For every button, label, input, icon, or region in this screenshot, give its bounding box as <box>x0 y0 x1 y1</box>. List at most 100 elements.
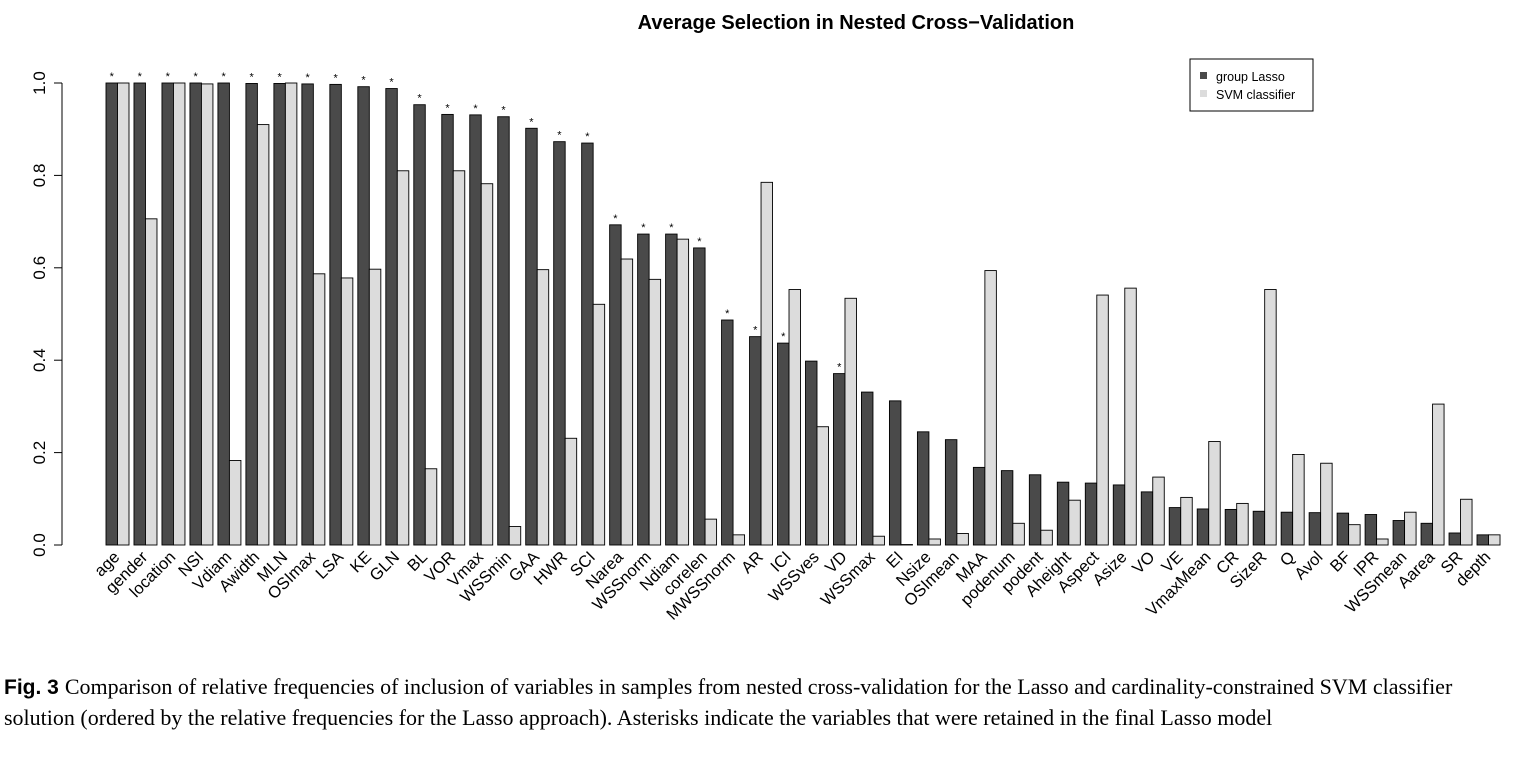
bar-group-lasso-nsi <box>189 82 202 546</box>
bar-group-lasso-aspect <box>1084 482 1098 546</box>
bar-svm-classifier-vmax <box>480 183 494 546</box>
bar-group-lasso-maa <box>972 466 986 546</box>
bar-svm-classifier-gender <box>145 218 158 546</box>
x-label-lsa: LSA <box>312 548 347 583</box>
bar-svm-classifier-gln <box>396 170 410 546</box>
bar-svm-classifier-vor <box>452 170 466 546</box>
bar-svm-classifier-avol <box>1320 462 1333 546</box>
bar-group-lasso-ipr <box>1364 514 1378 546</box>
asterisk-ke: * <box>361 75 366 87</box>
bar-group-lasso-mln <box>273 83 286 546</box>
bar-group-lasso-aarea <box>1420 522 1434 546</box>
asterisk-mwssnorm: * <box>725 308 730 320</box>
bar-svm-classifier-depth <box>1488 534 1501 546</box>
asterisk-lsa: * <box>333 72 338 84</box>
bar-svm-classifier-mln <box>284 82 298 546</box>
bar-svm-classifier-gaa <box>536 269 550 546</box>
bar-svm-classifier-location <box>173 82 186 546</box>
bar-group-lasso-bl <box>413 104 426 546</box>
bar-group-lasso-cr <box>1224 508 1238 546</box>
bar-group-lasso-gaa <box>525 127 538 546</box>
caption-label: Fig. 3 <box>4 676 59 699</box>
asterisk-narea: * <box>613 213 618 225</box>
bar-group-lasso-awidth <box>245 83 258 546</box>
bar-svm-classifier-nsize <box>928 538 941 546</box>
bar-group-lasso-corelen <box>693 247 706 546</box>
bar-svm-classifier-osimean <box>956 533 969 546</box>
bar-svm-classifier-vd <box>844 297 857 546</box>
bar-group-lasso-vo <box>1140 491 1154 546</box>
bar-group-lasso-sizer <box>1252 510 1266 546</box>
bar-group-lasso-bf <box>1336 512 1350 546</box>
bar-svm-classifier-podenum <box>1012 522 1025 546</box>
bar-svm-classifier-bl <box>424 468 438 546</box>
bar-svm-classifier-age <box>117 82 130 546</box>
bar-svm-classifier-ipr <box>1376 538 1389 546</box>
bar-svm-classifier-nsi <box>200 83 214 546</box>
bar-group-lasso-sci <box>581 142 594 546</box>
bar-group-lasso-vmax <box>469 114 482 546</box>
bar-svm-classifier-wssnorm <box>648 278 662 546</box>
asterisk-nsi: * <box>194 71 199 83</box>
bar-svm-classifier-ke <box>368 268 382 546</box>
x-label-avol: Avol <box>1291 548 1326 583</box>
bar-group-lasso-podent <box>1028 474 1042 546</box>
asterisk-sci: * <box>585 131 590 143</box>
legend-swatch-group-lasso <box>1200 72 1207 79</box>
y-tick-label: 0.0 <box>30 533 49 557</box>
chart: Average Selection in Nested Cross−Valida… <box>30 12 1501 624</box>
bar-svm-classifier-podent <box>1040 529 1053 546</box>
bar-group-lasso-aheight <box>1056 481 1070 546</box>
legend-swatch-svm-classifier <box>1200 90 1207 97</box>
asterisk-markers: * * * * * * * * * * * * * * * * * * * * * * * * * * <box>110 71 842 374</box>
bar-svm-classifier-bf <box>1348 524 1361 546</box>
y-tick-label: 0.2 <box>30 441 49 465</box>
bar-group-lasso-mwssnorm <box>721 319 734 546</box>
bar-group-lasso-ei <box>888 400 902 546</box>
asterisk-gaa: * <box>529 116 534 128</box>
bar-svm-classifier-awidth <box>256 124 270 546</box>
x-label-bf: BF <box>1327 548 1355 576</box>
bar-svm-classifier-sr <box>1460 498 1473 546</box>
bar-svm-classifier-aspect <box>1096 294 1109 546</box>
bar-group-lasso-narea <box>609 224 622 546</box>
bar-svm-classifier-sci <box>592 303 606 546</box>
bar-svm-classifier-ndiam <box>676 238 690 546</box>
bar-svm-classifier-maa <box>984 270 997 546</box>
y-axis: 0.0 0.2 0.4 0.6 0.8 1.0 <box>30 71 63 557</box>
y-tick-label: 0.8 <box>30 164 49 188</box>
asterisk-mln: * <box>277 71 282 83</box>
asterisk-awidth: * <box>250 71 255 83</box>
bar-svm-classifier-hwr <box>564 437 578 546</box>
bar-svm-classifier-wssmax <box>872 535 885 546</box>
bar-group-lasso-wssves <box>805 360 818 546</box>
bar-svm-classifier-ici <box>788 289 801 546</box>
asterisk-vmax: * <box>473 103 478 115</box>
asterisk-location: * <box>166 71 171 83</box>
bar-group-lasso-ke <box>357 86 370 546</box>
bar-svm-classifier-aarea <box>1432 403 1445 546</box>
legend: group Lasso SVM classifier <box>1189 58 1314 112</box>
x-label-ar: AR <box>738 548 767 577</box>
asterisk-bl: * <box>417 93 422 105</box>
bar-svm-classifier-ar <box>760 181 773 546</box>
asterisk-ici: * <box>781 331 786 343</box>
bar-svm-classifier-wssmin <box>508 526 522 546</box>
asterisk-vd: * <box>837 362 842 374</box>
bar-group-lasso-avol <box>1308 512 1322 546</box>
asterisk-osimax: * <box>305 72 310 84</box>
legend-label-group-lasso: group Lasso <box>1216 70 1285 84</box>
asterisk-hwr: * <box>557 130 562 142</box>
bar-svm-classifier-sizer <box>1264 289 1277 546</box>
bar-group-lasso-osimax <box>301 83 314 546</box>
bar-group-lasso-ve <box>1168 507 1182 546</box>
bar-group-lasso-q <box>1280 511 1294 546</box>
bar-svm-classifier-vmaxmean <box>1208 441 1221 546</box>
x-label-hwr: HWR <box>530 548 571 589</box>
y-tick-label: 1.0 <box>30 71 49 95</box>
bar-group-lasso-wssnorm <box>637 233 650 546</box>
bar-svm-classifier-narea <box>620 258 634 546</box>
bar-group-lasso-vd <box>833 373 846 546</box>
y-tick-label: 0.4 <box>30 348 49 372</box>
y-tick-label: 0.6 <box>30 256 49 280</box>
